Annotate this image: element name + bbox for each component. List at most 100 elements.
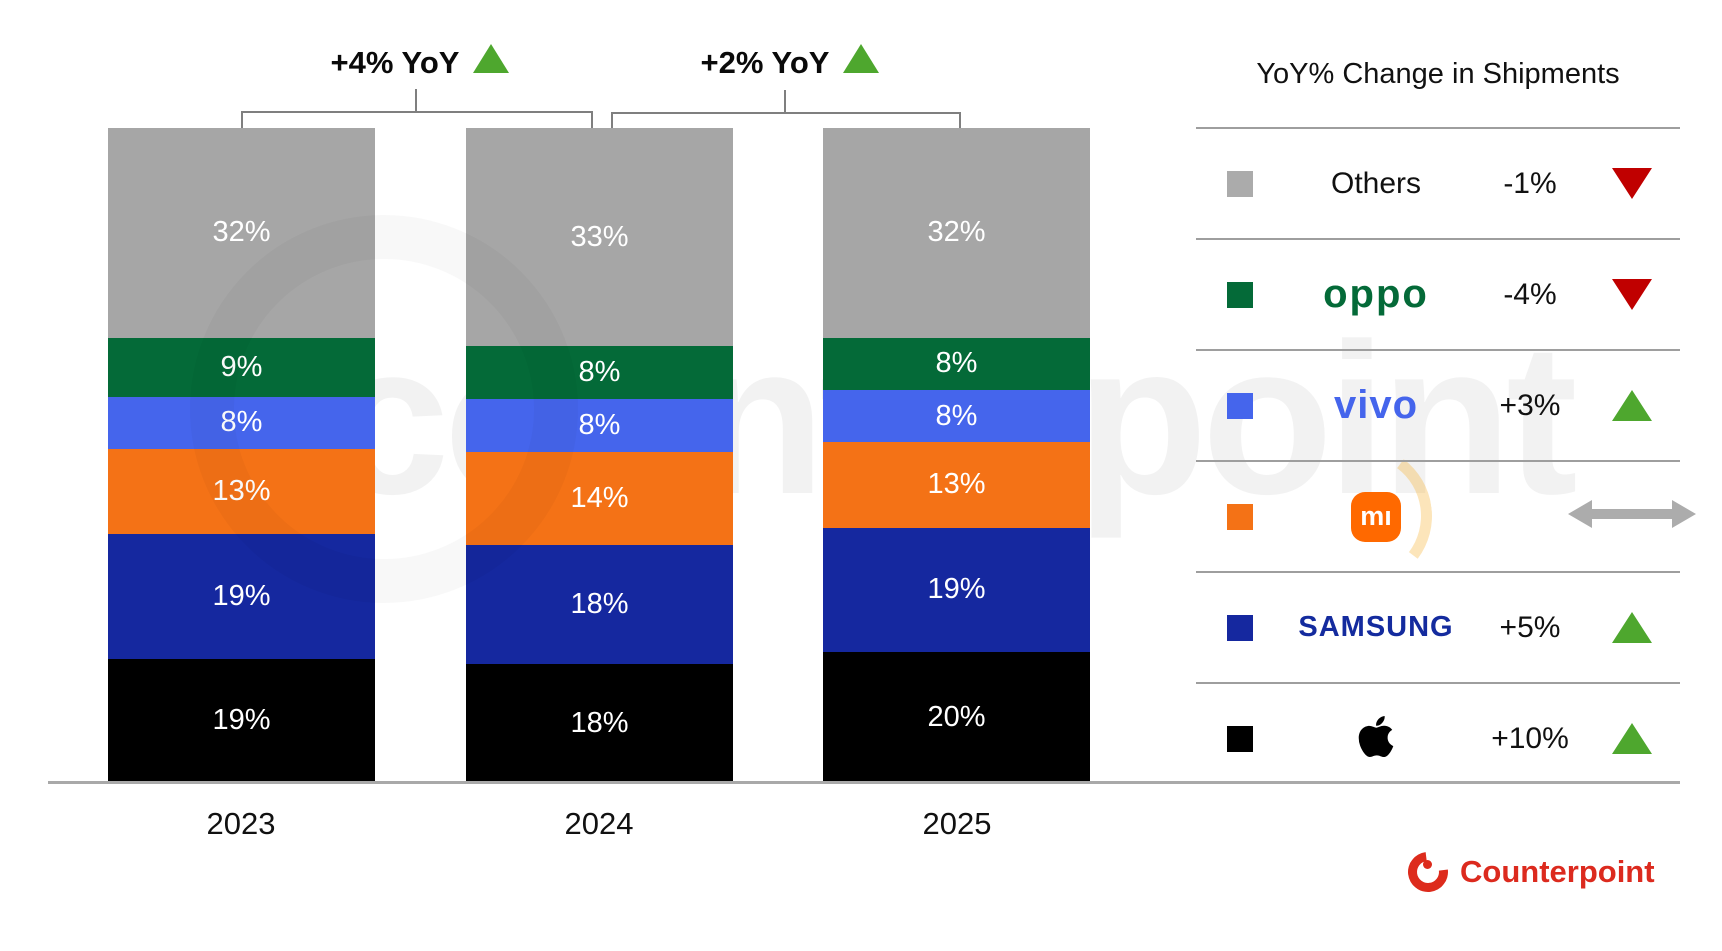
bar-2023: 32% 9% 8% 13% 19% 19%: [108, 128, 375, 784]
bar-value-label: 8%: [578, 409, 621, 442]
legend-arrow-mi: [1568, 462, 1696, 571]
yoy-bracket-stem-1: [415, 89, 417, 111]
bar-value-label: 9%: [220, 350, 263, 383]
oppo-brand-label: oppo: [1323, 272, 1429, 316]
bar-segment-vivo-2025: 8%: [823, 390, 1090, 443]
legend-rows: Others -1% oppo -4% vivo +3% mı SAMSUNG +5% +10%: [1196, 127, 1696, 793]
legend-arrow-others: [1592, 129, 1672, 238]
x-tick-2024: 2024: [564, 806, 634, 841]
yoy-annotation-2023-2024: +4% YoY: [220, 44, 620, 81]
counterpoint-logo-text: Counterpoint: [1460, 854, 1655, 889]
bar-segment-samsung-2025: 19%: [823, 527, 1090, 653]
bar-value-label: 18%: [570, 706, 629, 739]
bar-value-label: 19%: [927, 573, 986, 606]
bar-segment-oppo-2023: 9%: [108, 337, 375, 397]
yoy-annotation-2024-2025: +2% YoY: [590, 44, 990, 81]
legend-row-samsung: SAMSUNG +5%: [1196, 571, 1680, 682]
legend-color-square-apple: [1227, 725, 1253, 752]
yoy-bracket-2023-2024: [241, 111, 593, 130]
yoy-annotation-label: +2% YoY: [700, 45, 830, 80]
bar-segment-samsung-2024: 18%: [466, 544, 733, 664]
bar-value-label: 8%: [935, 347, 978, 380]
up-triangle-icon: [473, 44, 510, 73]
bar-value-label: 13%: [927, 468, 986, 501]
bar-2025: 32% 8% 8% 13% 19% 20%: [823, 128, 1090, 784]
bar-segment-samsung-2023: 19%: [108, 534, 375, 659]
legend-color-square-oppo: [1227, 281, 1253, 308]
bar-value-label: 19%: [212, 579, 271, 612]
legend-change-apple: +10%: [1491, 721, 1569, 755]
bar-segment-xiaomi-2023: 13%: [108, 448, 375, 535]
legend-row-oppo: oppo -4%: [1196, 238, 1680, 349]
legend-row-vivo: vivo +3%: [1196, 349, 1680, 460]
legend-change-others: -1%: [1503, 166, 1557, 200]
bar-value-label: 32%: [927, 216, 986, 249]
up-triangle-icon: [1612, 723, 1652, 754]
up-triangle-icon: [1612, 390, 1652, 421]
legend-title: YoY% Change in Shipments: [1256, 58, 1620, 90]
legend-brand-apple: [1286, 684, 1466, 793]
bar-value-label: 32%: [212, 216, 271, 249]
bar-value-label: 33%: [570, 220, 629, 253]
legend-color-square-vivo: [1227, 392, 1253, 419]
vivo-brand-label: vivo: [1333, 383, 1419, 427]
apple-logo-icon: [1356, 713, 1396, 765]
yoy-annotation-label: +4% YoY: [330, 45, 460, 80]
bar-2024: 33% 8% 8% 14% 18% 18%: [466, 128, 733, 783]
others-brand-label: Others: [1330, 166, 1422, 200]
legend-change-vivo: +3%: [1499, 388, 1561, 422]
counterpoint-logo: Counterpoint: [1399, 843, 1655, 901]
yoy-bracket-2024-2025: [611, 112, 961, 131]
flat-double-arrow-icon: [1568, 499, 1696, 534]
legend-brand-oppo: oppo: [1286, 240, 1466, 349]
yoy-bracket-stem-2: [784, 90, 786, 112]
bar-segment-xiaomi-2024: 14%: [466, 452, 733, 545]
x-tick-2023: 2023: [206, 806, 276, 841]
legend-color-square-samsung: [1227, 614, 1253, 641]
bar-value-label: 14%: [570, 481, 629, 514]
bar-segment-apple-2025: 20%: [823, 652, 1090, 784]
bar-segment-others-2025: 32%: [823, 128, 1090, 338]
bar-value-label: 13%: [212, 475, 271, 508]
legend-arrow-apple: [1592, 684, 1672, 793]
legend-panel: YoY% Change in Shipments Others -1% oppo -4…: [1196, 0, 1696, 783]
bar-segment-others-2024: 33%: [466, 128, 733, 347]
up-triangle-icon: [843, 44, 880, 73]
legend-brand-samsung: SAMSUNG: [1286, 573, 1466, 682]
down-triangle-icon: [1612, 279, 1652, 310]
bar-value-label: 20%: [927, 701, 986, 734]
legend-arrow-vivo: [1592, 351, 1672, 460]
bar-value-label: 19%: [212, 704, 271, 737]
samsung-brand-label: SAMSUNG: [1298, 611, 1454, 643]
bar-segment-oppo-2024: 8%: [466, 346, 733, 400]
legend-color-square-mi: [1227, 503, 1253, 530]
bar-segment-vivo-2023: 8%: [108, 396, 375, 449]
legend-row-apple: +10%: [1196, 682, 1680, 793]
bar-segment-others-2023: 32%: [108, 128, 375, 338]
xiaomi-logo-text: mı: [1360, 501, 1392, 531]
up-triangle-icon: [1612, 612, 1652, 643]
legend-color-square-others: [1227, 170, 1253, 197]
bar-segment-vivo-2024: 8%: [466, 399, 733, 453]
down-triangle-icon: [1612, 168, 1652, 199]
legend-change-samsung: +5%: [1499, 610, 1561, 644]
bar-value-label: 18%: [570, 587, 629, 620]
x-axis-line: [48, 781, 1680, 784]
legend-arrow-samsung: [1592, 573, 1672, 682]
legend-brand-vivo: vivo: [1286, 351, 1466, 460]
bar-value-label: 8%: [220, 406, 263, 439]
bar-value-label: 8%: [578, 356, 621, 389]
counterpoint-logo-icon: [1399, 843, 1457, 901]
bar-segment-xiaomi-2025: 13%: [823, 442, 1090, 528]
legend-row-mi: mı: [1196, 460, 1696, 571]
bar-segment-apple-2023: 19%: [108, 658, 375, 784]
xiaomi-logo-icon: mı: [1351, 491, 1401, 542]
legend-change-oppo: -4%: [1503, 277, 1557, 311]
x-tick-2025: 2025: [922, 806, 992, 841]
bar-segment-oppo-2025: 8%: [823, 337, 1090, 390]
legend-brand-mi: mı: [1286, 462, 1466, 571]
bar-segment-apple-2024: 18%: [466, 663, 733, 783]
bar-value-label: 8%: [935, 399, 978, 432]
legend-arrow-oppo: [1592, 240, 1672, 349]
